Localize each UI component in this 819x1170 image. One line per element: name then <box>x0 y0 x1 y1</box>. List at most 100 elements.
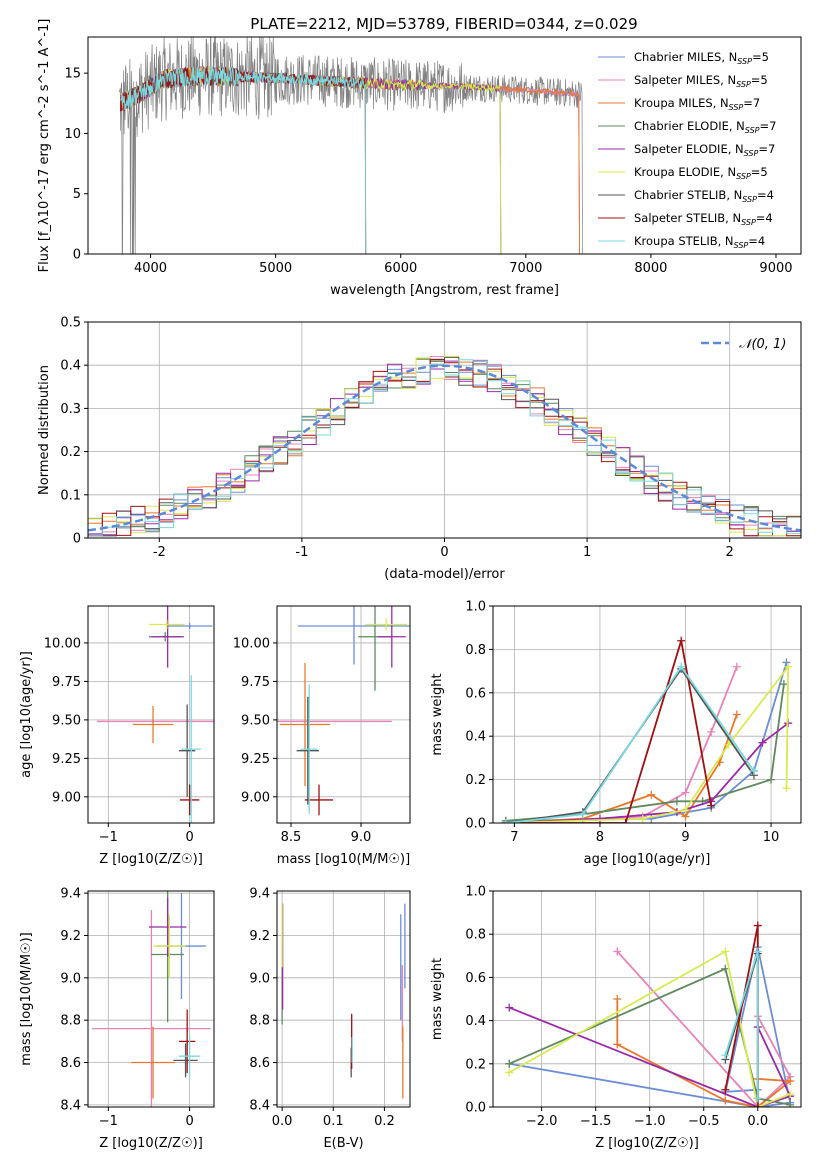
data-point-marker <box>753 947 762 956</box>
plot-area <box>277 891 410 1107</box>
data-point-marker <box>613 995 622 1003</box>
y-axis-label: age [log10(age/yr)] <box>19 651 34 778</box>
axes-frame <box>87 36 802 255</box>
data-point-marker <box>786 1090 795 1099</box>
plot-area <box>493 606 801 823</box>
x-tick-label: −2.0 <box>526 1114 558 1129</box>
data-point-marker <box>724 740 733 749</box>
x-tick-label: 4000 <box>134 261 167 276</box>
x-tick-label: 0 <box>185 1114 193 1129</box>
x-axis-label: age [log10(age/yr)] <box>584 852 711 867</box>
data-point-marker <box>707 801 716 810</box>
y-tick-label: 9.4 <box>249 887 270 902</box>
data-point-marker <box>732 662 741 671</box>
data-point-marker <box>721 964 730 973</box>
data-point-marker <box>638 814 647 823</box>
x-tick-label: 0.2 <box>374 1114 395 1129</box>
x-axis-label: Z [log10(Z/Z☉)] <box>99 852 203 867</box>
figure-title: PLATE=2212, MJD=53789, FIBERID=0344, z=0… <box>250 15 637 33</box>
data-point-marker <box>647 790 656 799</box>
data-point-marker <box>786 1077 795 1086</box>
y-tick-label: 0.8 <box>465 928 486 943</box>
residual-histogram-panel: -2 -1 0 1 2 0 0.1 0.2 0.3 0.4 0.5 (data-model)/erro… <box>37 316 802 582</box>
y-axis-label: Flux [f_λ10^-17 erg cm^-2 s^-1 A^-1] <box>37 19 52 273</box>
data-point-marker <box>707 727 716 736</box>
legend-entry-label: Salpeter ELODIE, NSSP=7 <box>634 142 775 158</box>
data-point-marker <box>767 775 776 784</box>
y-tick-label: 0.0 <box>465 1101 486 1116</box>
legend-entry-label: Salpeter STELIB, NSSP=4 <box>634 211 773 227</box>
plot-area <box>88 606 214 823</box>
plot-area <box>493 891 801 1107</box>
x-axis-label: Z [log10(Z/Z☉)] <box>99 1136 203 1151</box>
x-tick-label: 8 <box>596 830 604 845</box>
data-point-marker <box>501 819 510 823</box>
model-spectrum-line <box>120 66 367 254</box>
y-tick-label: 9.75 <box>52 675 81 690</box>
y-tick-label: 5 <box>73 187 81 202</box>
plot-area <box>118 37 795 254</box>
y-tick-label: 15 <box>64 67 81 82</box>
mass-weight-series-line <box>505 640 713 823</box>
y-axis-label: mass weight <box>430 673 445 755</box>
mass-vs-reddening-panel: 0.0 0.1 0.2 8.4 8.6 8.8 9.0 9.2 9.4 E(B-V) <box>249 887 411 1151</box>
legend-entry-label: 𝒩(0, 1) <box>739 337 786 352</box>
y-tick-label: 9.50 <box>52 713 81 728</box>
axes-frame <box>87 890 215 1108</box>
y-tick-label: 0.6 <box>465 971 486 986</box>
y-tick-label: 9.0 <box>249 971 270 986</box>
mass-weight-series-line <box>505 664 790 823</box>
x-tick-label: 8000 <box>634 261 667 276</box>
x-tick-label: 0.0 <box>272 1114 293 1129</box>
spectrum-panel: 4000 5000 6000 7000 8000 9000 0 5 10 15 wavelength… <box>37 19 802 298</box>
mass-weight-series-line <box>505 714 738 823</box>
data-point-marker <box>613 1040 622 1049</box>
x-tick-label: −1 <box>99 1114 118 1129</box>
x-axis-label: wavelength [Angstrom, rest frame] <box>330 283 559 298</box>
y-tick-label: 0.2 <box>465 773 486 788</box>
data-point-marker <box>782 658 791 667</box>
data-point-marker <box>753 1094 762 1103</box>
x-tick-label: −0.5 <box>688 1114 720 1129</box>
x-tick-label: −1 <box>99 830 118 845</box>
x-tick-label: 10 <box>763 830 780 845</box>
y-tick-label: 0.4 <box>60 359 81 374</box>
data-point-marker <box>753 1103 762 1107</box>
y-tick-label: 0.1 <box>60 488 81 503</box>
legend-entry-label: Kroupa MILES, NSSP=7 <box>634 96 760 112</box>
y-tick-label: 0.2 <box>465 1057 486 1072</box>
y-tick-label: 10.00 <box>44 636 81 651</box>
data-point-marker <box>721 947 730 956</box>
legend-entry-label: Chabrier ELODIE, NSSP=7 <box>634 119 776 135</box>
x-tick-label: 0 <box>185 830 193 845</box>
observed-spectrum-line <box>118 37 795 254</box>
y-tick-label: 0.3 <box>60 402 81 417</box>
mass-weight-series-line <box>505 667 755 823</box>
data-point-marker <box>721 1051 730 1060</box>
data-point-marker <box>786 1100 795 1107</box>
data-point-marker <box>681 788 690 797</box>
y-tick-label: 0.2 <box>60 445 81 460</box>
histogram-step-line <box>88 355 801 537</box>
mass-weight-series-line <box>508 950 791 1107</box>
y-tick-label: 8.4 <box>249 1098 270 1113</box>
age-vs-metallicity-panel: −1 0 9.00 9.25 9.50 9.75 10.00 Z [log10(Z/Z☉)] a… <box>19 605 215 867</box>
axes-frame <box>492 890 802 1108</box>
y-tick-label: 10.00 <box>233 636 270 651</box>
mass-weight-series-line <box>508 1006 792 1107</box>
x-tick-label: −1.0 <box>634 1114 666 1129</box>
y-tick-label: 1.0 <box>465 600 486 615</box>
y-tick-label: 8.6 <box>249 1056 270 1071</box>
data-point-marker <box>505 1059 514 1068</box>
plot-area <box>88 322 801 538</box>
mass-vs-metallicity-panel: −1 0 8.4 8.6 8.8 9.0 9.2 9.4 Z [log10(Z/Z☉)] mass… <box>19 887 215 1151</box>
data-point-marker <box>721 1085 730 1094</box>
legend-entry-label: Chabrier STELIB, NSSP=4 <box>634 188 774 204</box>
y-tick-label: 9.4 <box>60 887 81 902</box>
axes-frame <box>87 321 802 539</box>
mass-weight-series-line <box>505 665 755 823</box>
data-point-marker <box>613 947 622 956</box>
y-tick-label: 9.2 <box>249 929 270 944</box>
x-tick-label: 9.0 <box>351 830 372 845</box>
